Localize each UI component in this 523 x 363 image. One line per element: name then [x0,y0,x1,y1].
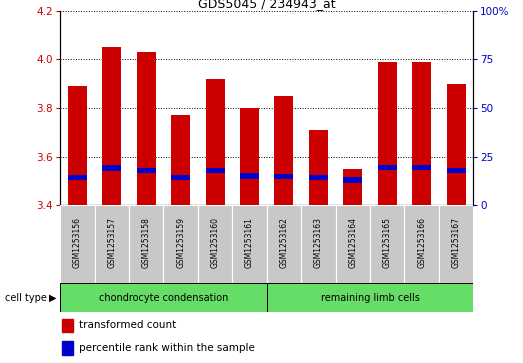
Bar [103,165,121,171]
Text: GSM1253165: GSM1253165 [383,217,392,268]
Bar [60,283,267,312]
Bar [309,130,328,205]
Text: GSM1253163: GSM1253163 [314,217,323,268]
Bar [336,205,370,283]
Bar [62,342,73,355]
Text: GSM1253160: GSM1253160 [211,217,220,268]
Text: chondrocyte condensation: chondrocyte condensation [99,293,228,303]
Text: GSM1253158: GSM1253158 [142,217,151,268]
Bar [163,205,198,283]
Text: percentile rank within the sample: percentile rank within the sample [79,343,255,353]
Bar [137,168,156,173]
Bar [412,165,431,170]
Text: GSM1253159: GSM1253159 [176,217,185,268]
Bar [267,205,301,283]
Bar [301,205,336,283]
Bar [171,175,190,180]
Bar [68,175,87,180]
Bar [412,62,431,205]
Text: cell type: cell type [5,293,47,303]
Bar [370,205,404,283]
Bar [62,319,73,332]
Title: GDS5045 / 234943_at: GDS5045 / 234943_at [198,0,336,10]
Bar [447,84,465,205]
Text: GSM1253167: GSM1253167 [451,217,461,268]
Bar [309,175,328,180]
Text: remaining limb cells: remaining limb cells [321,293,419,303]
Bar [404,205,439,283]
Bar [60,205,95,283]
Bar [68,86,87,205]
Text: GSM1253157: GSM1253157 [107,217,116,268]
Text: GSM1253156: GSM1253156 [73,217,82,268]
Text: GSM1253162: GSM1253162 [279,217,289,268]
Bar [240,108,259,205]
Text: GSM1253161: GSM1253161 [245,217,254,268]
Bar [378,62,397,205]
Bar [447,168,465,173]
Text: transformed count: transformed count [79,321,176,330]
Bar [275,96,293,205]
Bar [275,174,293,179]
Bar [343,177,362,183]
Bar [343,169,362,205]
Bar [232,205,267,283]
Bar [240,173,259,179]
Bar [206,168,224,173]
Bar [267,283,473,312]
Bar [439,205,473,283]
Bar [378,165,397,170]
Text: GSM1253164: GSM1253164 [348,217,357,268]
Bar [137,52,156,205]
Text: GSM1253166: GSM1253166 [417,217,426,268]
Bar [129,205,163,283]
Text: ▶: ▶ [49,293,56,303]
Bar [198,205,232,283]
Bar [206,79,224,205]
Bar [95,205,129,283]
Bar [171,115,190,205]
Bar [103,47,121,205]
